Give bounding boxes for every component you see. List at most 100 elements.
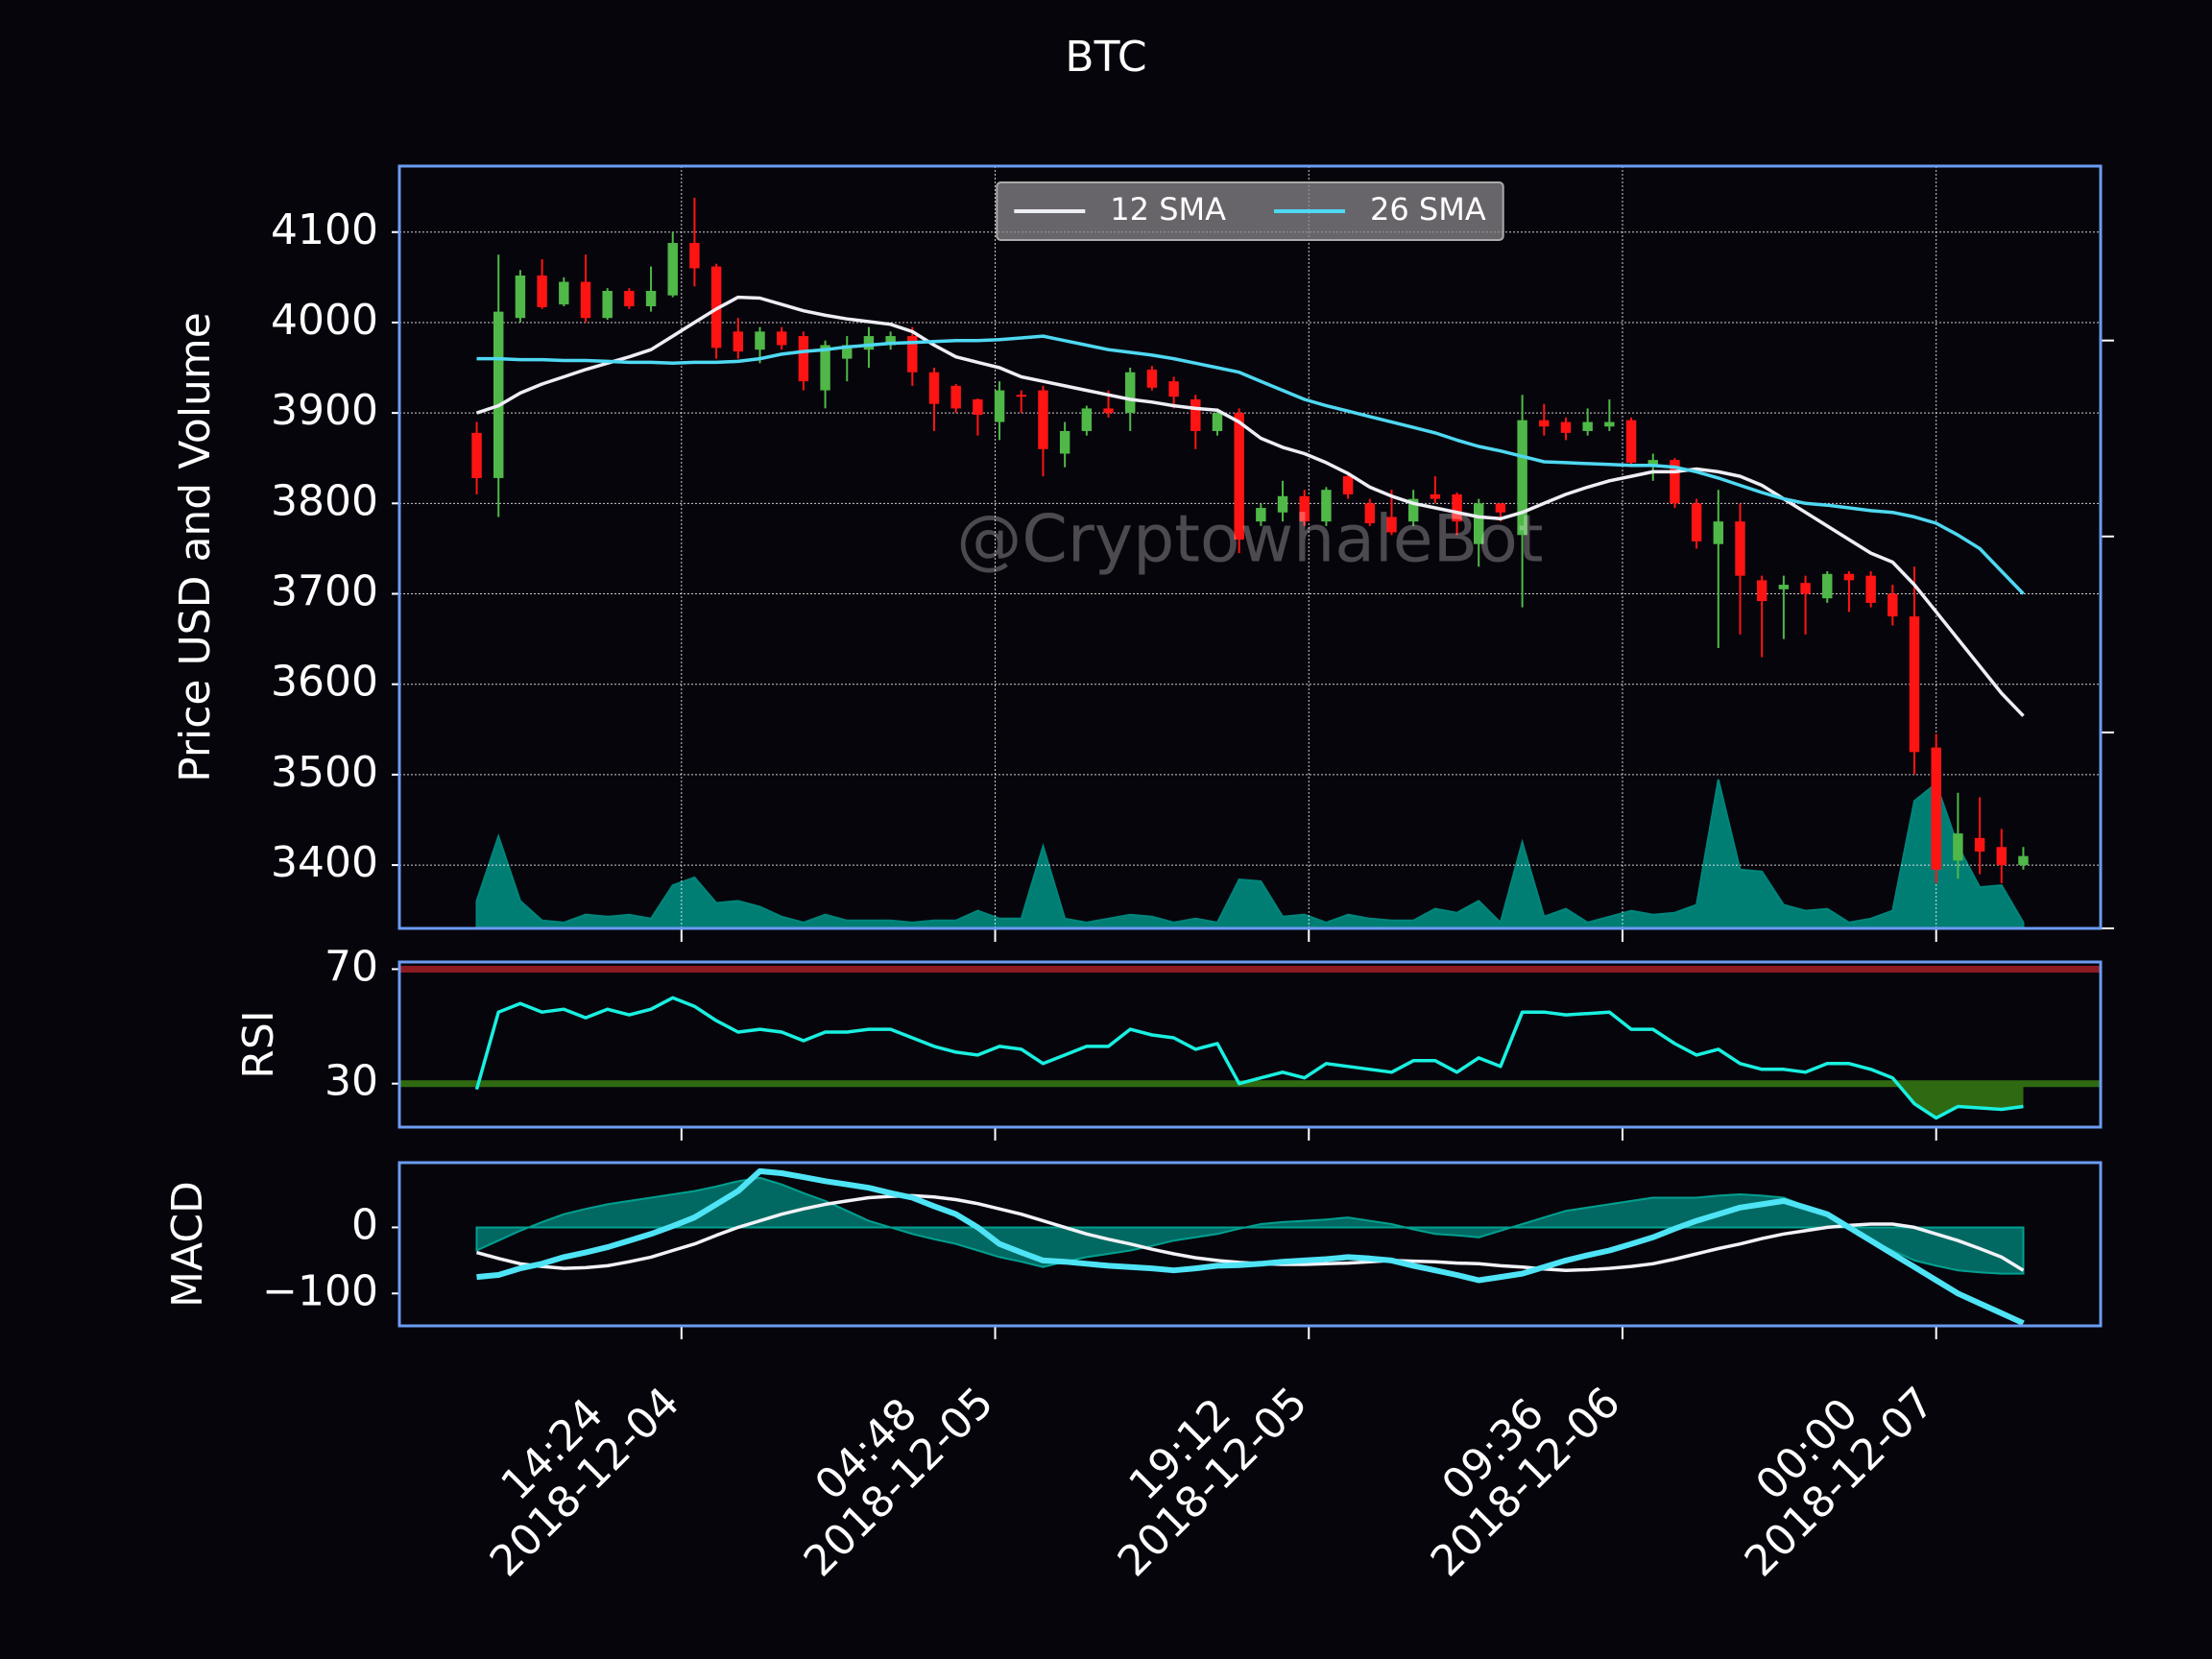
- candle-body: [1146, 369, 1158, 388]
- candle-body: [1038, 390, 1048, 449]
- candle-body: [1386, 517, 1397, 533]
- candle-body: [667, 243, 678, 296]
- candle-body: [1016, 395, 1026, 397]
- candle-body: [1190, 399, 1201, 431]
- y-tick-label: 3500: [271, 748, 378, 797]
- candle-body: [1647, 460, 1658, 466]
- candle-body: [928, 372, 940, 404]
- candle-body: [1843, 573, 1855, 581]
- candle-body: [1931, 747, 1941, 870]
- y-tick-label: 3600: [271, 658, 378, 707]
- candle-body: [645, 290, 657, 306]
- candle-body: [1059, 430, 1070, 454]
- candle-body: [580, 281, 591, 319]
- plot-area: [475, 1167, 2025, 1326]
- candle-body: [1822, 573, 1833, 599]
- watermark: @CryptowhaleBot: [956, 502, 1543, 578]
- area: [475, 1176, 2025, 1275]
- candle-body: [1713, 521, 1724, 544]
- candle-body: [1604, 421, 1615, 427]
- candle-body: [1909, 616, 1920, 753]
- legend-label: 26 SMA: [1370, 191, 1486, 228]
- candle-body: [733, 331, 744, 352]
- y-tick-label: 4100: [271, 205, 378, 254]
- candle-body: [1452, 493, 1462, 522]
- candle-body: [950, 385, 961, 409]
- area: [475, 779, 2025, 928]
- line: [476, 334, 2025, 595]
- candle-body: [1517, 420, 1527, 536]
- candle-body: [2018, 855, 2029, 866]
- candle-body: [842, 345, 853, 359]
- candle-body: [689, 243, 700, 269]
- candle-body: [863, 336, 875, 350]
- candle-body: [1778, 585, 1790, 589]
- candle-body: [1735, 521, 1745, 576]
- y-tick-label: 30: [325, 1057, 378, 1106]
- candle-body: [1081, 408, 1093, 431]
- candle-body: [1953, 833, 1963, 861]
- candle-body: [1865, 575, 1876, 603]
- candle-body: [776, 331, 787, 346]
- candle-body: [1691, 503, 1702, 541]
- y-tick-label: 3700: [271, 567, 378, 616]
- candle-body: [624, 290, 635, 306]
- candle-body: [1560, 421, 1572, 433]
- candle-body: [755, 331, 765, 350]
- candle-body: [820, 345, 830, 391]
- candle-body: [1364, 503, 1376, 524]
- candle-body: [1342, 476, 1354, 494]
- candle-body: [1277, 495, 1288, 513]
- candle-body: [1495, 503, 1506, 513]
- y-tick-label: 0: [351, 1200, 378, 1249]
- candle-body: [1103, 408, 1114, 414]
- y-tick-label: 3400: [271, 838, 378, 887]
- candle-body: [1168, 381, 1179, 397]
- candle-body: [994, 390, 1005, 422]
- candle-body: [1256, 508, 1266, 522]
- plot-area: [399, 965, 2101, 1120]
- y-tick-label: 4000: [271, 296, 378, 345]
- y-axis-label: RSI: [234, 1010, 283, 1078]
- y-tick-label: 3800: [271, 476, 378, 525]
- candle-body: [798, 336, 809, 382]
- candle-body: [559, 281, 569, 305]
- candle-body: [907, 336, 918, 373]
- candle-body: [1974, 837, 1985, 852]
- candle-body: [1299, 495, 1310, 522]
- candle-body: [1670, 460, 1680, 504]
- candle-body: [1234, 413, 1244, 540]
- y-tick-label: 3900: [271, 386, 378, 435]
- candle-body: [885, 336, 896, 346]
- y-axis-label: MACD: [163, 1181, 212, 1308]
- candle-body: [1321, 490, 1332, 522]
- candle-body: [1430, 493, 1441, 499]
- y-tick-label: −100: [262, 1266, 378, 1315]
- line: [475, 295, 2025, 717]
- plot-area: [399, 166, 2101, 928]
- candle-body: [602, 290, 613, 319]
- candle-body: [493, 311, 504, 478]
- candle-body: [1800, 583, 1811, 594]
- candle-body: [1756, 580, 1767, 602]
- candle-body: [1474, 503, 1484, 544]
- candle-body: [1582, 421, 1593, 431]
- candle-body: [1539, 420, 1550, 427]
- candle-body: [1407, 498, 1419, 522]
- candle-body: [1996, 847, 2007, 866]
- panel-frame: [397, 960, 2103, 1129]
- candle-body: [1212, 413, 1223, 431]
- panel-frame: [397, 1161, 2103, 1328]
- panel-frame: [397, 164, 2103, 930]
- candle-body: [471, 432, 482, 478]
- legend: 12 SMA 26 SMA: [996, 181, 1504, 241]
- legend-label: 12 SMA: [1110, 191, 1226, 228]
- y-tick-label: 70: [325, 942, 378, 991]
- chart-title: BTC: [1065, 33, 1146, 82]
- candle-body: [537, 275, 547, 307]
- line: [474, 996, 2024, 1120]
- legend-box: [996, 181, 1504, 241]
- candle-body: [515, 275, 526, 319]
